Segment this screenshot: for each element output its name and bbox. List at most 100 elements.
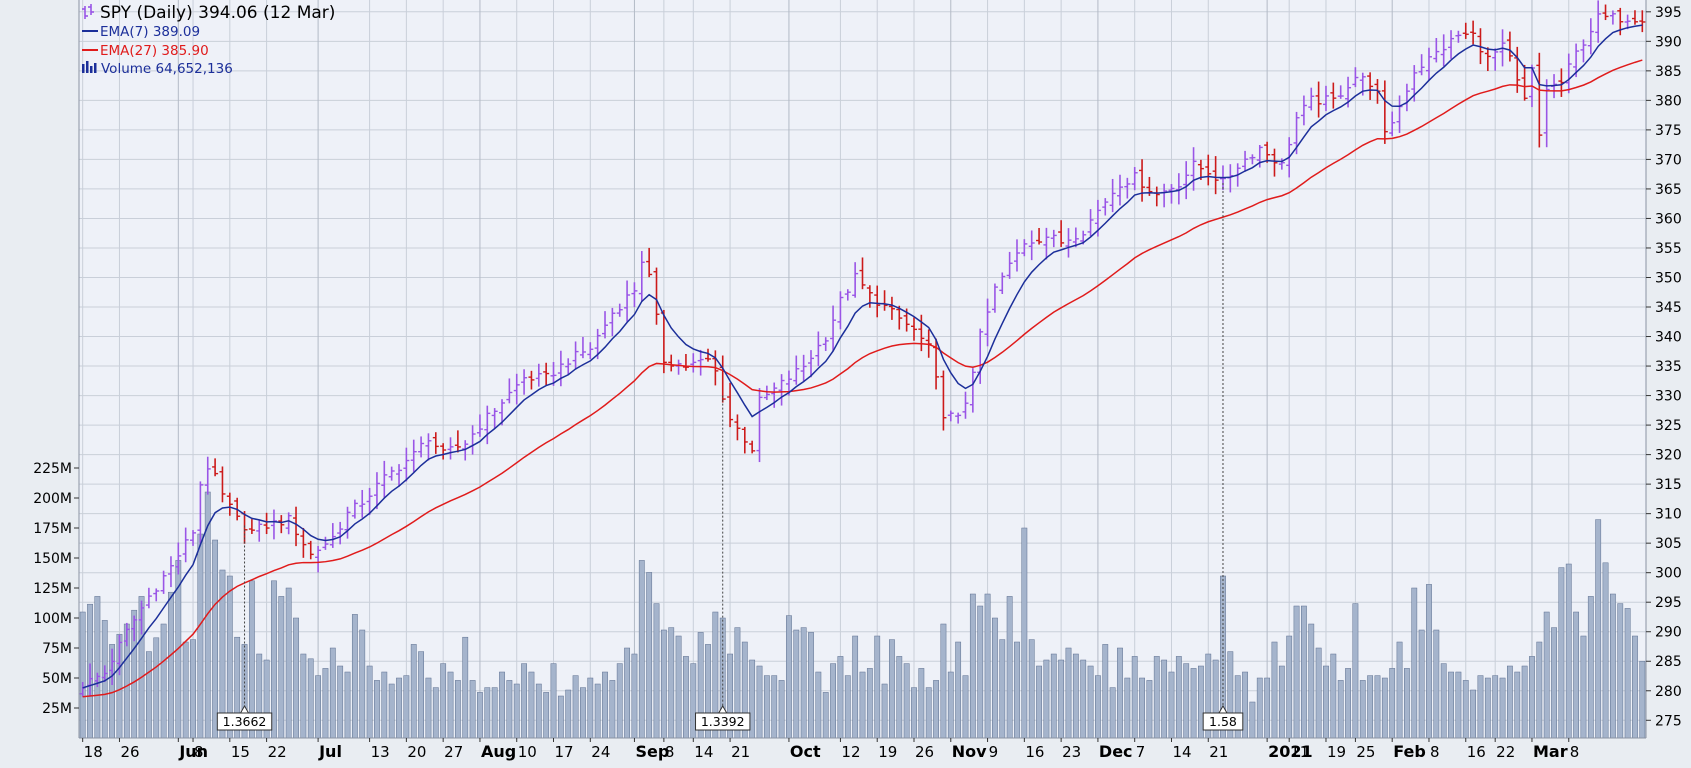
volume-bar	[822, 692, 829, 739]
price-tick-label: 320	[1655, 448, 1682, 464]
volume-bar	[1499, 677, 1506, 739]
price-bar	[609, 307, 616, 337]
volume-bar	[1367, 675, 1374, 739]
price-bar	[1124, 177, 1131, 199]
price-bar	[690, 353, 697, 373]
volume-bar	[1330, 653, 1337, 739]
volume-bar	[477, 692, 483, 739]
price-tick-label: 310	[1655, 507, 1682, 523]
price-bar	[1249, 154, 1256, 165]
date-tick-label: Sep	[635, 742, 669, 761]
price-bar	[248, 519, 255, 534]
volume-tick-label: 175M	[33, 521, 72, 537]
volume-tick-label: 150M	[33, 551, 72, 567]
price-tick-label: 275	[1655, 713, 1682, 729]
volume-bar	[1124, 677, 1131, 739]
volume-bar	[1433, 629, 1440, 739]
price-bar	[278, 515, 285, 534]
price-bar	[579, 336, 586, 359]
price-bar	[969, 368, 976, 413]
volume-bar	[999, 639, 1006, 739]
volume-bar	[1595, 519, 1602, 739]
date-tick-label: 8	[665, 743, 675, 761]
split-markers: 1.3662 1.3392 1.58	[216, 183, 1244, 731]
price-bar	[749, 440, 756, 454]
price-bar	[1006, 251, 1013, 279]
price-bar	[396, 464, 403, 487]
price-bar	[109, 648, 116, 686]
volume-tick-label: 200M	[33, 491, 72, 507]
volume-bar	[756, 665, 763, 739]
volume-bar	[1632, 635, 1638, 739]
price-bar	[1065, 228, 1072, 258]
volume-bar	[1131, 656, 1138, 739]
price-tick-label: 385	[1655, 64, 1682, 80]
price-bar	[131, 615, 138, 642]
price-bar	[212, 458, 219, 477]
volume-bar	[410, 644, 417, 739]
price-tick-label: 285	[1655, 654, 1682, 670]
price-bar	[1470, 20, 1477, 45]
price-bar	[874, 285, 881, 318]
price-bar	[1492, 48, 1499, 71]
price-bar	[1139, 159, 1146, 202]
price-bar	[373, 472, 380, 510]
volume-bar	[344, 671, 351, 739]
price-bar	[778, 374, 785, 406]
volume-bar	[1617, 603, 1624, 739]
price-bar	[999, 272, 1006, 294]
price-bar	[815, 331, 822, 367]
volume-bar	[337, 665, 344, 739]
price-bar	[991, 283, 998, 313]
date-tick-label: 27	[444, 743, 463, 761]
volume-bar	[911, 687, 917, 739]
split-marker-box	[1202, 712, 1244, 731]
volume-bar	[947, 671, 954, 739]
price-bar	[1278, 158, 1285, 170]
volume-bar	[638, 560, 645, 739]
price-bar	[653, 267, 660, 325]
volume-bar	[1411, 587, 1418, 739]
price-bar	[1440, 34, 1447, 67]
volume-tick-label: 100M	[33, 611, 72, 627]
date-tick-label: Aug	[481, 742, 516, 761]
date-tick-label: 13	[371, 743, 390, 761]
volume-bar	[447, 671, 454, 739]
price-bar	[337, 521, 344, 545]
date-tick-label: 8	[1430, 743, 1440, 761]
date-tick-label: 16	[1467, 743, 1486, 761]
split-marker-label: 1.3392	[701, 714, 745, 729]
volume-bar	[1021, 527, 1028, 739]
price-bar	[557, 350, 564, 387]
price-bar	[1322, 85, 1329, 112]
price-tick-label: 365	[1655, 182, 1682, 198]
price-bar	[771, 382, 778, 408]
volume-bar	[778, 680, 785, 739]
price-tick-label: 335	[1655, 359, 1682, 375]
price-tick-label: 330	[1655, 389, 1682, 405]
price-bar	[1197, 159, 1204, 180]
price-bar	[1212, 156, 1219, 195]
price-bar	[1381, 80, 1388, 144]
volume-bar	[1043, 659, 1050, 739]
volume-bar	[190, 639, 196, 739]
volume-bar	[557, 695, 564, 739]
volume-bar	[969, 593, 976, 739]
price-tick-label: 325	[1655, 418, 1682, 434]
price-bar	[705, 348, 712, 362]
price-bar	[351, 499, 358, 519]
price-bar	[454, 430, 461, 453]
price-bar	[631, 282, 638, 308]
volume-bar	[859, 671, 866, 739]
volume-bar	[587, 677, 594, 739]
volume-bar	[1440, 663, 1447, 739]
volume-bar	[388, 683, 395, 739]
price-bar	[432, 432, 439, 454]
volume-bar	[1168, 671, 1175, 739]
volume-bar	[675, 635, 682, 739]
volume-bar	[1278, 665, 1285, 739]
volume-bar	[1315, 647, 1322, 739]
price-bar	[1028, 230, 1035, 261]
volume-bar	[668, 627, 675, 739]
volume-bar	[1609, 593, 1616, 739]
